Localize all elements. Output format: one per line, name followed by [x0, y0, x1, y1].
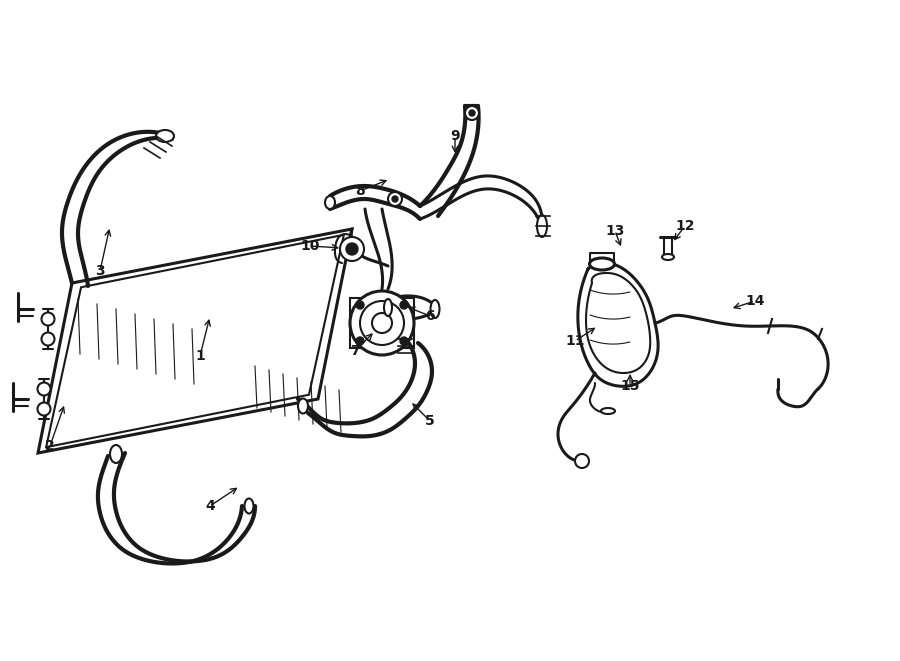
Text: 12: 12	[675, 219, 695, 233]
Circle shape	[388, 192, 402, 206]
Circle shape	[360, 301, 404, 345]
Circle shape	[41, 313, 55, 325]
Circle shape	[356, 301, 364, 309]
Text: 8: 8	[356, 184, 364, 198]
Text: 14: 14	[745, 294, 765, 308]
Circle shape	[340, 237, 364, 261]
Text: 10: 10	[301, 239, 320, 253]
Circle shape	[465, 106, 479, 120]
Ellipse shape	[430, 300, 439, 318]
Circle shape	[469, 110, 475, 116]
Ellipse shape	[245, 498, 254, 514]
Circle shape	[350, 291, 414, 355]
Circle shape	[392, 196, 398, 202]
Circle shape	[38, 383, 50, 395]
Text: 6: 6	[425, 309, 435, 323]
Circle shape	[346, 243, 358, 255]
Circle shape	[38, 403, 50, 416]
Text: 2: 2	[45, 439, 55, 453]
Circle shape	[400, 337, 408, 345]
Text: 3: 3	[95, 264, 104, 278]
Text: 5: 5	[425, 414, 435, 428]
Text: 11: 11	[565, 334, 585, 348]
Ellipse shape	[156, 130, 174, 142]
Ellipse shape	[601, 408, 615, 414]
Text: 15: 15	[620, 379, 640, 393]
Circle shape	[356, 337, 364, 345]
Ellipse shape	[662, 254, 674, 260]
Ellipse shape	[384, 299, 392, 316]
Ellipse shape	[110, 445, 122, 463]
Circle shape	[41, 332, 55, 346]
Text: 7: 7	[350, 344, 360, 358]
Text: 9: 9	[450, 129, 460, 143]
FancyBboxPatch shape	[350, 298, 414, 348]
Text: 13: 13	[606, 224, 625, 238]
Text: 1: 1	[195, 349, 205, 363]
Ellipse shape	[590, 258, 615, 270]
Ellipse shape	[537, 215, 547, 237]
Circle shape	[372, 313, 392, 333]
Circle shape	[575, 454, 589, 468]
Ellipse shape	[325, 196, 335, 209]
Text: 4: 4	[205, 499, 215, 513]
Circle shape	[400, 301, 408, 309]
Ellipse shape	[298, 399, 308, 414]
